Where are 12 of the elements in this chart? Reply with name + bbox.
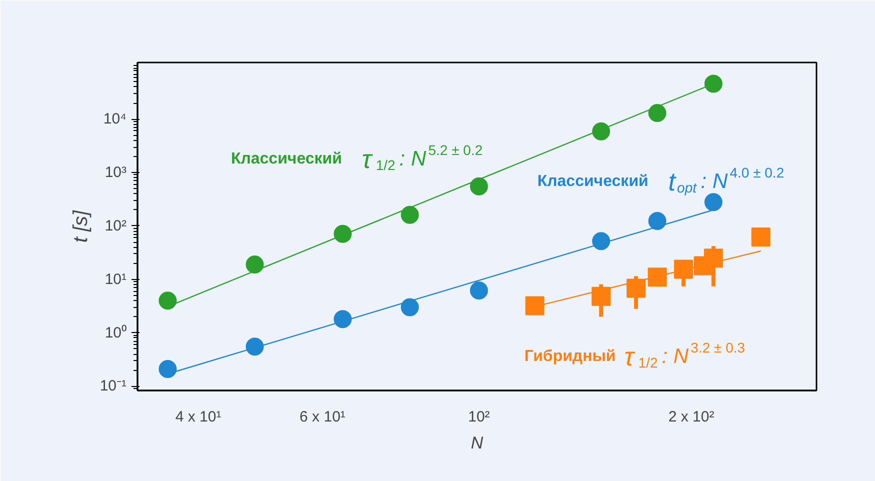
y-tick-label: 10⁻¹ xyxy=(100,378,127,395)
y-tick-label: 10¹ xyxy=(104,270,127,288)
y-tick-label: 10⁰ xyxy=(104,324,127,342)
y-axis-title: t [s] xyxy=(70,210,92,243)
y-tick-label: 10⁴ xyxy=(103,110,127,128)
x-tick-label: 10² xyxy=(468,408,490,426)
y-tick-label: 10² xyxy=(104,217,127,234)
x-tick-label: 2 x 10² xyxy=(668,408,714,426)
x-tick-label: 4 x 10¹ xyxy=(175,408,222,426)
x-axis-title: N xyxy=(470,434,484,452)
y-tick-label: 10³ xyxy=(104,164,127,182)
x-tick-label: 6 x 10¹ xyxy=(300,408,346,426)
